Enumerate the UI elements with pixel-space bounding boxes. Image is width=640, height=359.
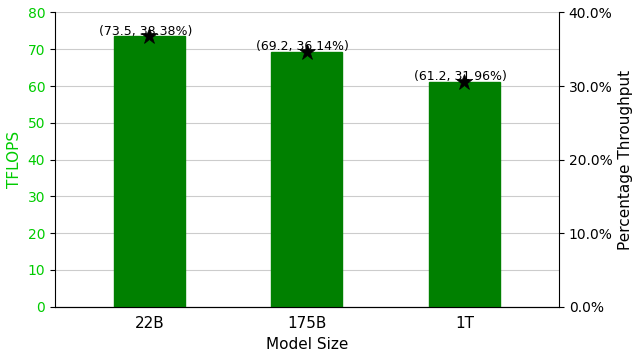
Bar bbox=[271, 52, 342, 307]
Text: (69.2, 36.14%): (69.2, 36.14%) bbox=[257, 40, 349, 53]
X-axis label: Model Size: Model Size bbox=[266, 337, 348, 352]
Bar bbox=[429, 81, 500, 307]
Y-axis label: TFLOPS: TFLOPS bbox=[7, 131, 22, 188]
Text: (73.5, 38.38%): (73.5, 38.38%) bbox=[99, 24, 193, 38]
Bar bbox=[114, 36, 185, 307]
Y-axis label: Percentage Throughput: Percentage Throughput bbox=[618, 70, 633, 250]
Text: (61.2, 31.96%): (61.2, 31.96%) bbox=[414, 70, 507, 83]
